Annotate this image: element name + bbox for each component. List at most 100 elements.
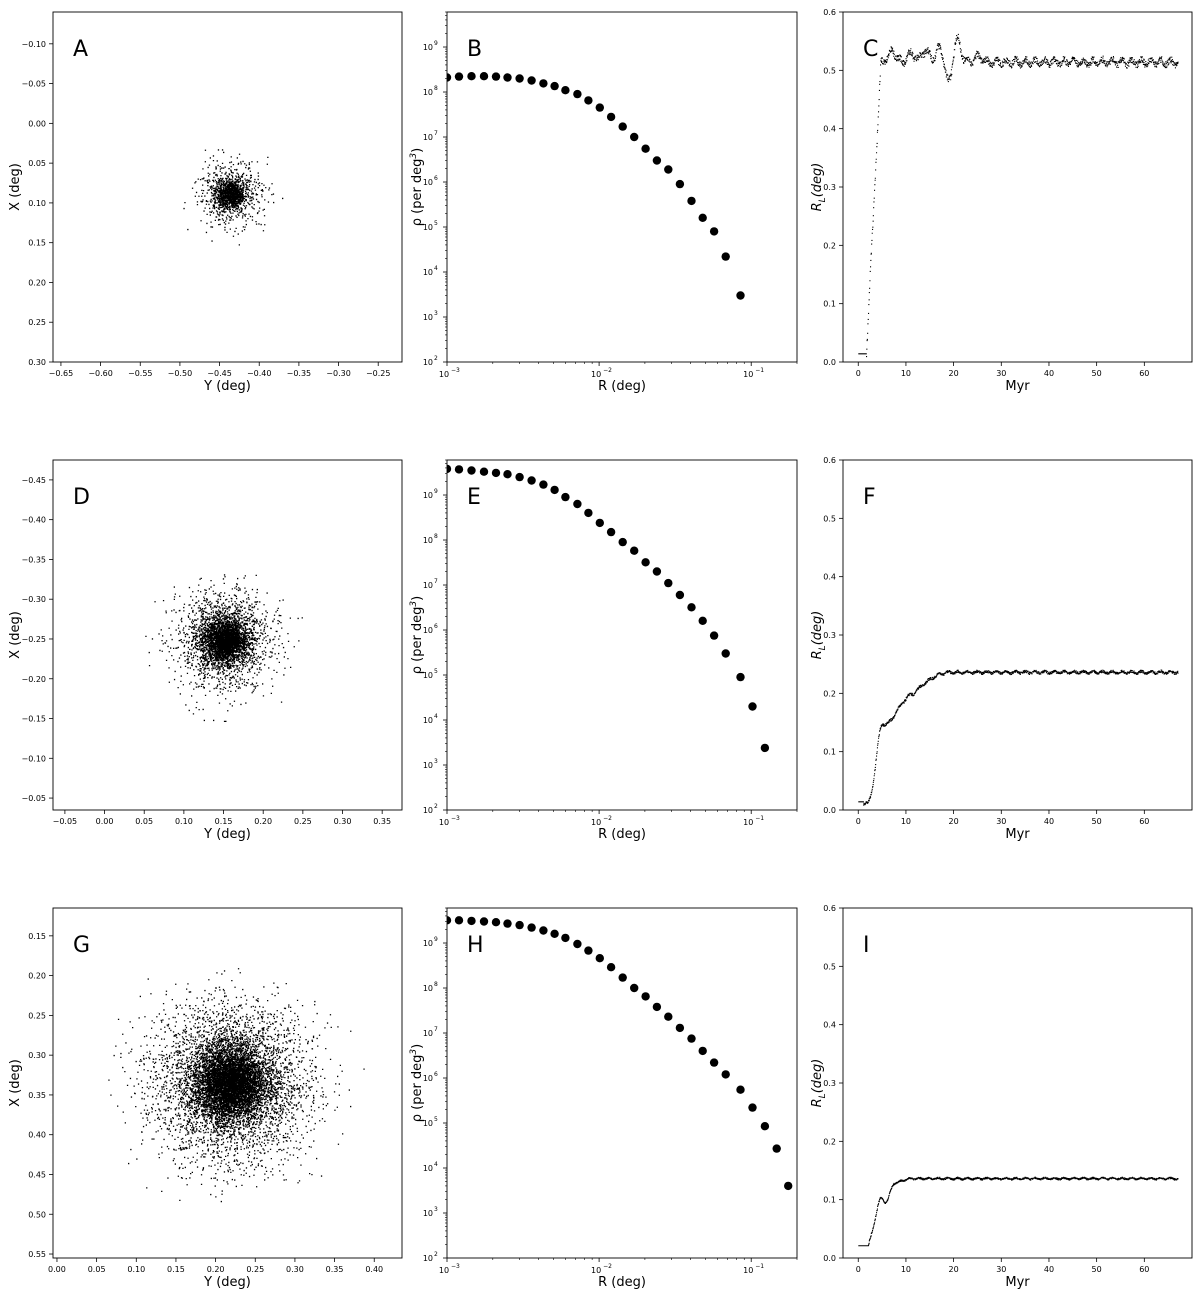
density-point: [606, 963, 616, 972]
x-axis-label: Myr: [1005, 379, 1030, 394]
y-tick-sup: 2: [434, 355, 438, 362]
y-tick-label: −0.40: [21, 516, 46, 525]
y-tick-sup: 4: [434, 265, 438, 272]
density-point: [698, 616, 707, 625]
axes-frame: [52, 459, 403, 811]
plot-area: [447, 464, 770, 753]
y-tick-label: 10: [423, 581, 433, 590]
y-tick-sup: 3: [434, 758, 438, 765]
density-point: [454, 916, 464, 925]
density-point: [664, 1012, 673, 1021]
y-label-text: R: [810, 650, 825, 659]
x-tick-label: −0.30: [326, 369, 351, 378]
y-tick-label: 10: [423, 43, 433, 52]
axes-frame: [446, 907, 798, 1259]
y-tick-label: 0.5: [823, 514, 836, 523]
x-tick-label: 50: [1092, 817, 1102, 826]
y-axis-label: ρ (per deg3): [409, 148, 425, 227]
plot-area: [447, 916, 793, 1191]
y-tick-label: 10: [423, 88, 433, 97]
plot-area: [183, 149, 284, 246]
density-point: [606, 112, 616, 122]
density-point: [584, 96, 593, 105]
x-tick-sup: −3: [451, 815, 460, 822]
panel-i: 0 10 20 30 40 50 60 0.0 0.1 0.2 0.3 0.4 0.5 0.6 Myr RL(…: [810, 904, 1193, 1290]
density-point: [698, 213, 707, 222]
y-tick-sup: 2: [434, 1251, 438, 1258]
y-tick-label: 0.25: [28, 318, 46, 327]
y-tick-label: 10: [423, 716, 433, 725]
scatter-points: [108, 968, 365, 1203]
x-tick-label: 50: [1092, 369, 1102, 378]
density-point: [606, 527, 616, 537]
density-point: [467, 916, 476, 926]
y-axis-label: X (deg): [8, 1059, 23, 1107]
panel-label: E: [467, 485, 481, 510]
y-tick-label: 0.2: [823, 241, 836, 250]
radius-curve: [858, 669, 1179, 806]
y-tick-label: 10: [423, 268, 433, 277]
y-tick-sup: 6: [434, 1071, 438, 1078]
x-tick-sup: −3: [451, 367, 460, 374]
y-tick-label: 0.10: [28, 199, 46, 208]
panel-label: G: [73, 933, 90, 958]
y-tick-sup: 8: [434, 981, 438, 988]
y-tick-label: 10: [423, 984, 433, 993]
panel-label: D: [73, 485, 90, 510]
y-tick-label: 0.05: [28, 159, 46, 168]
density-point: [630, 546, 639, 555]
scatter-points: [183, 149, 284, 246]
y-tick-label: 0.0: [823, 1254, 836, 1263]
x-tick-label: 30: [996, 817, 1006, 826]
x-tick-label: −0.35: [287, 369, 312, 378]
density-point: [664, 165, 673, 174]
density-point: [748, 1103, 757, 1112]
density-point: [479, 917, 489, 926]
density-point: [664, 578, 673, 588]
y-axis-label: X (deg): [8, 163, 23, 211]
plot-area: [145, 574, 303, 722]
x-axis-label: R (deg): [598, 827, 646, 842]
y-label-text: ρ (per deg: [410, 159, 425, 227]
x-axis-label: Y (deg): [203, 827, 251, 842]
y-axis-label: ρ (per deg3): [409, 596, 425, 675]
density-point: [503, 470, 512, 479]
density-point: [539, 79, 548, 88]
y-tick-sup: 5: [434, 220, 438, 227]
x-tick-label: −0.40: [247, 369, 272, 378]
panel-b: 10 −3 10 −2 10 −110 210 310 410 510 610 710 810 9R (d…: [409, 11, 798, 394]
y-tick-label: 0.20: [28, 972, 46, 981]
density-point: [527, 923, 536, 932]
density-point: [479, 467, 489, 476]
x-tick-label: −0.65: [49, 369, 74, 378]
density-point: [539, 926, 548, 935]
density-point: [515, 920, 524, 930]
density-point: [760, 743, 770, 753]
density-point: [721, 649, 730, 658]
y-tick-label: 0.2: [823, 1137, 836, 1146]
y-tick-label: 0.15: [28, 239, 46, 248]
scatter-points: [145, 574, 303, 722]
panel-label: H: [467, 933, 484, 958]
x-tick-label: 10: [591, 370, 601, 379]
y-tick-sup: 5: [434, 1116, 438, 1123]
density-point: [515, 472, 524, 482]
density-point: [736, 1085, 745, 1094]
x-tick-label: 30: [996, 1265, 1006, 1274]
y-tick-label: −0.05: [21, 80, 46, 89]
y-tick-label: 0.5: [823, 962, 836, 971]
plot-area: [858, 669, 1179, 806]
density-point: [721, 1070, 730, 1079]
y-tick-label: −0.35: [21, 555, 46, 564]
x-tick-label: 10: [743, 1266, 753, 1275]
x-tick-label: 10: [439, 818, 449, 827]
y-axis-label: ρ (per deg3): [409, 1044, 425, 1123]
y-tick-label: 0.1: [823, 748, 836, 757]
density-point: [760, 1122, 770, 1131]
y-tick-label: −0.15: [21, 715, 46, 724]
axes-frame: [842, 907, 1193, 1259]
x-axis-label: Y (deg): [203, 1275, 251, 1290]
y-tick-label: 0.3: [823, 631, 836, 640]
density-point: [675, 1023, 685, 1033]
y-label-sup: 3: [409, 601, 419, 607]
